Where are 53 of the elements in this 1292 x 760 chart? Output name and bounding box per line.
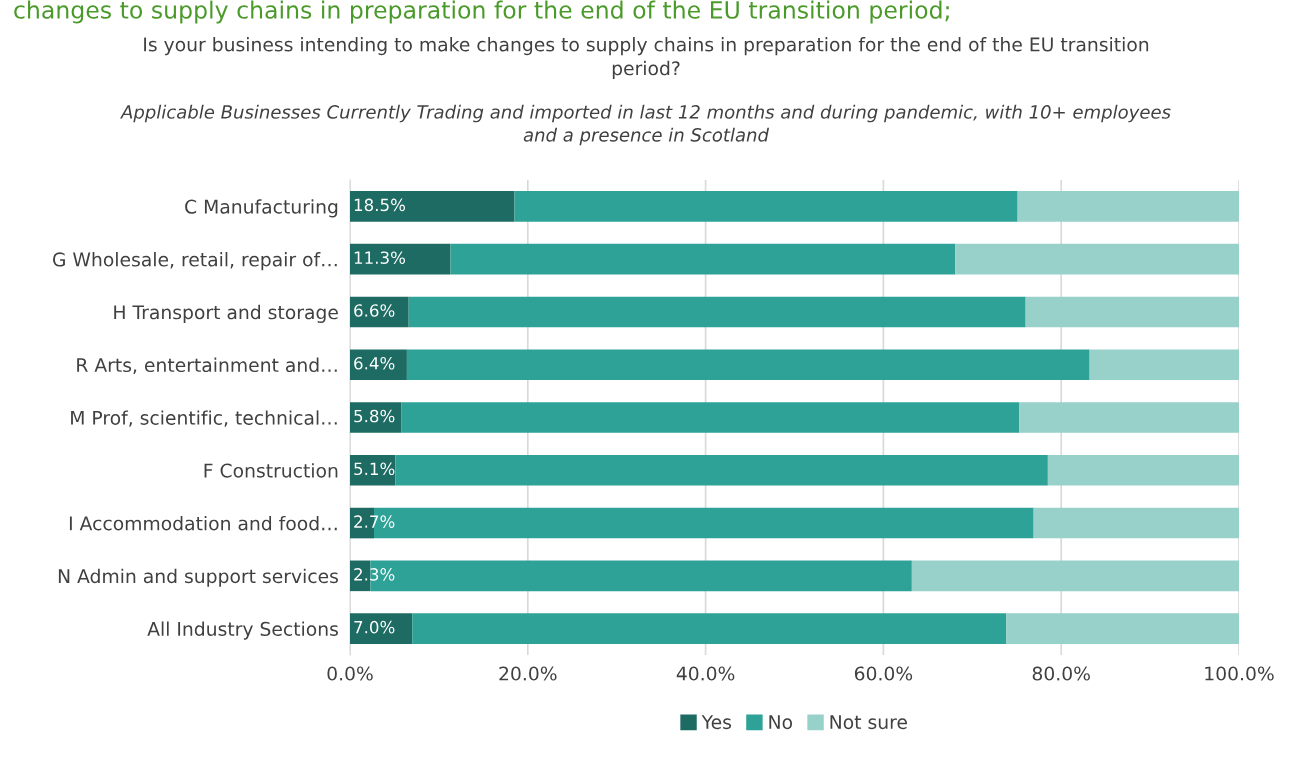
chart-subtitle: Applicable Businesses Currently Trading and imported in last 12 months and during pandemic, with 10+ employees and a presence in Scotland: [120, 104, 1171, 146]
bar: [350, 296, 409, 328]
bar: [1033, 507, 1239, 539]
bar: [350, 613, 413, 644]
x-tick-label: 20.0%: [499, 666, 557, 681]
data-label: 18.5%: [354, 198, 406, 212]
y-tick-label: F Construction: [204, 463, 338, 478]
bar: [350, 454, 396, 486]
legend-label: No: [769, 715, 793, 730]
bar: [406, 349, 1090, 381]
bar: [350, 402, 402, 433]
chart-title: Is your business intending to make changes to supply chains in preparation for the end of the EU transition period?: [144, 37, 1149, 79]
data-label: 5.8%: [354, 409, 395, 423]
x-tick-label: 60.0%: [854, 666, 913, 681]
bar: [1089, 349, 1239, 381]
x-tick-label: 0.0%: [327, 666, 373, 681]
bar: [1025, 296, 1239, 328]
bar: [514, 191, 1018, 222]
bar: [412, 613, 1007, 644]
bar: [350, 349, 407, 381]
bar: [1006, 613, 1239, 644]
data-label: 7.0%: [354, 620, 395, 634]
bar: [955, 243, 1239, 275]
data-label: 2.7%: [354, 515, 395, 528]
y-tick-label: I Accommodation and food…: [69, 515, 337, 531]
y-tick-label: R Arts, entertainment and…: [77, 357, 337, 375]
y-tick-label: C Manufacturing: [185, 199, 338, 218]
legend-label: Yes: [701, 715, 732, 730]
legend-label: Not sure: [830, 715, 907, 730]
bar: [350, 243, 451, 275]
x-tick-label: 100.0%: [1205, 666, 1274, 681]
bar: [401, 402, 1020, 433]
bar: [450, 243, 956, 275]
y-tick-label: M Prof, scientific, technical…: [71, 410, 337, 427]
bar: [1019, 402, 1239, 433]
x-tick-label: 40.0%: [676, 666, 735, 681]
data-label: 6.4%: [354, 356, 395, 370]
bar: [408, 296, 1026, 328]
y-tick-label: N Admin and support services: [58, 568, 338, 587]
y-tick-label: H Transport and storage: [114, 304, 338, 323]
y-tick-label: G Wholesale, retail, repair of…: [52, 252, 337, 271]
data-label: 11.3%: [354, 251, 406, 264]
text: changes to supply chains in preparation for the end of the EU transition period;: [14, 0, 949, 24]
bar: [1047, 454, 1239, 486]
y-tick-label: All Industry Sections: [147, 621, 338, 640]
bar: [911, 560, 1239, 592]
bar: [1017, 191, 1239, 222]
x-tick-label: 80.0%: [1032, 666, 1090, 681]
bar: [395, 454, 1048, 486]
data-label: 5.1%: [354, 462, 395, 476]
bar: [350, 191, 515, 222]
data-label: 2.3%: [354, 568, 395, 581]
data-label: 6.6%: [354, 304, 395, 317]
